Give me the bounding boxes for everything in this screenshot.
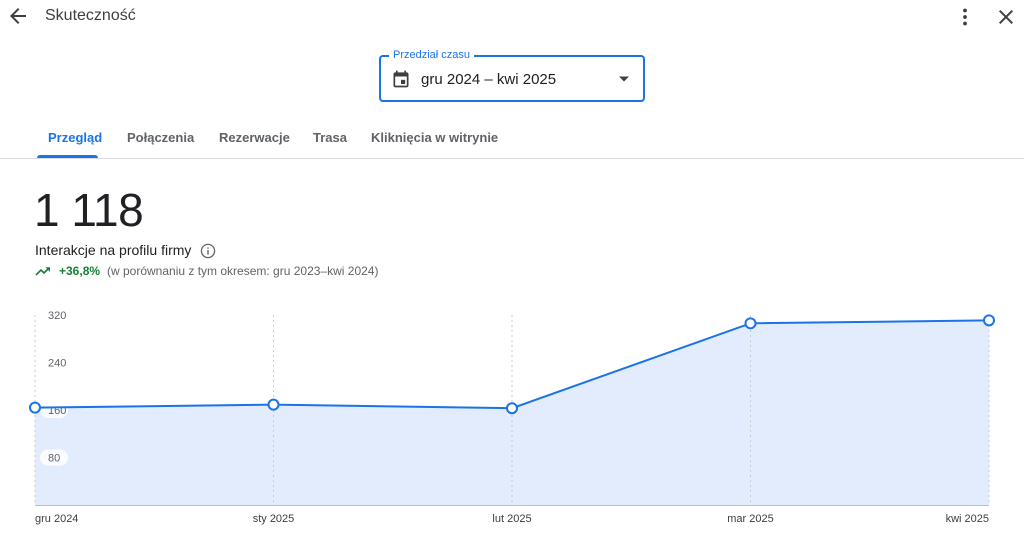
date-range-value: gru 2024 – kwi 2025 bbox=[421, 71, 557, 88]
dropdown-arrow-icon bbox=[619, 76, 629, 82]
x-tick-label: kwi 2025 bbox=[946, 513, 989, 525]
trend-value: +36,8% bbox=[59, 264, 101, 278]
x-tick-label: mar 2025 bbox=[727, 513, 773, 525]
metric-label: Interakcje na profilu firmy bbox=[35, 242, 192, 258]
tab-website-clicks[interactable]: Kliknięcia w witrynie bbox=[371, 130, 499, 145]
chart-point-2 bbox=[506, 402, 518, 415]
y-tick-bg-1 bbox=[40, 402, 68, 418]
trending-up-icon bbox=[35, 267, 50, 276]
calendar-icon bbox=[393, 70, 409, 88]
chart-point-4 bbox=[983, 314, 995, 327]
chart-point-1 bbox=[267, 398, 280, 411]
tab-bookings[interactable]: Rezerwacje bbox=[219, 130, 290, 145]
active-tab-indicator bbox=[37, 155, 98, 158]
x-tick-label: gru 2024 bbox=[35, 513, 78, 525]
y-tick-label: 80 bbox=[48, 453, 60, 465]
back-button[interactable] bbox=[6, 4, 30, 28]
date-range-select[interactable]: Przedział czasu gru 2024 – kwi 2025 bbox=[379, 48, 645, 102]
x-tick-label: lut 2025 bbox=[492, 513, 531, 525]
page-title: Skuteczność bbox=[45, 7, 136, 24]
more-options-button[interactable] bbox=[953, 5, 977, 29]
interactions-total: 1 118 bbox=[34, 184, 144, 236]
y-tick-bg-3 bbox=[40, 307, 68, 323]
y-tick-label: 320 bbox=[48, 310, 66, 322]
tab-bar: Przegląd Połączenia Rezerwacje Trasa Kli… bbox=[0, 117, 1024, 159]
info-icon[interactable] bbox=[200, 243, 216, 259]
close-button[interactable] bbox=[994, 5, 1018, 29]
date-range-legend: Przedział czasu bbox=[389, 48, 475, 62]
trend-comparison: (w porównaniu z tym okresem: gru 2023–kw… bbox=[107, 264, 379, 278]
y-tick-bg-0 bbox=[40, 449, 68, 466]
close-icon bbox=[999, 10, 1013, 24]
tab-overview[interactable]: Przegląd bbox=[48, 130, 103, 145]
x-tick-label: sty 2025 bbox=[253, 513, 295, 525]
arrow-back-icon bbox=[10, 8, 26, 24]
y-tick-bg-2 bbox=[40, 354, 68, 371]
tab-directions[interactable]: Trasa bbox=[313, 130, 347, 145]
chart-point-0 bbox=[29, 401, 41, 414]
y-tick-label: 240 bbox=[48, 358, 66, 370]
top-bar: Skuteczność bbox=[0, 0, 1024, 34]
more-vert-icon bbox=[963, 8, 967, 26]
tab-calls[interactable]: Połączenia bbox=[127, 130, 195, 145]
chart-point-3 bbox=[744, 317, 757, 330]
interactions-chart: 80 160 240 320 gru 2024 sty 2025 lut 2025 mar 2… bbox=[0, 300, 1024, 547]
